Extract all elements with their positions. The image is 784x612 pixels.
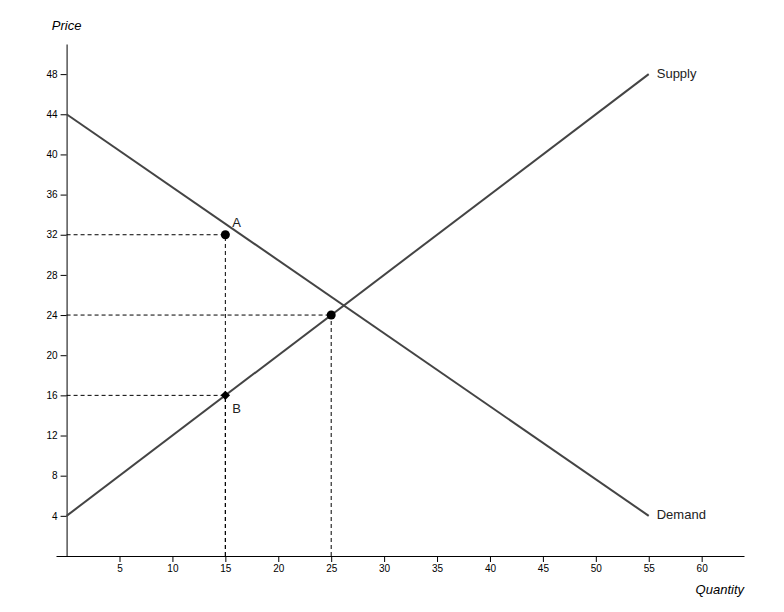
point-marker <box>221 230 230 239</box>
x-tick: 15 <box>220 556 232 574</box>
y-tick: 16 <box>46 390 66 401</box>
x-tick-mark <box>384 556 385 562</box>
x-tick-mark <box>596 556 597 562</box>
y-tick-label: 32 <box>46 229 58 240</box>
y-tick-mark <box>61 114 67 115</box>
x-tick-mark <box>331 556 332 562</box>
x-tick: 10 <box>167 556 179 574</box>
y-tick-mark <box>61 315 67 316</box>
y-axis-line <box>67 45 68 557</box>
x-tick-label: 5 <box>117 563 123 574</box>
x-tick: 25 <box>326 556 338 574</box>
x-tick-mark <box>120 556 121 562</box>
series-line <box>67 114 649 516</box>
y-tick-mark <box>61 275 67 276</box>
point-label: B <box>232 401 241 416</box>
y-tick-mark <box>61 195 67 196</box>
x-tick: 45 <box>538 556 550 574</box>
guide-horizontal <box>67 315 332 316</box>
x-tick-mark <box>172 556 173 562</box>
plot-area <box>67 74 649 556</box>
y-tick-label: 16 <box>46 390 58 401</box>
x-tick-label: 30 <box>379 563 391 574</box>
x-tick-label: 50 <box>591 563 603 574</box>
x-axis-line <box>57 556 745 557</box>
x-axis-title: Quantity <box>696 582 746 597</box>
x-tick-label: 55 <box>644 563 656 574</box>
x-tick-mark <box>437 556 438 562</box>
y-tick-label: 36 <box>46 189 58 200</box>
y-tick-mark <box>61 355 67 356</box>
y-tick-mark <box>61 154 67 155</box>
x-tick-label: 20 <box>273 563 285 574</box>
x-tick: 55 <box>644 556 656 574</box>
guide-vertical <box>225 395 226 556</box>
y-tick-mark <box>61 74 67 75</box>
x-tick: 60 <box>697 556 709 574</box>
guide-vertical <box>331 315 332 556</box>
y-tick: 44 <box>46 109 66 120</box>
y-tick: 8 <box>52 470 67 481</box>
y-tick: 40 <box>46 149 66 160</box>
x-axis: 5 10 15 20 25 30 35 40 45 50 55 60 <box>57 556 745 574</box>
x-tick-label: 35 <box>432 563 444 574</box>
point-marker <box>327 311 336 320</box>
chart: 5101520253035404550556048121620242832364… <box>0 0 784 612</box>
series-line <box>67 74 649 516</box>
y-tick-label: 24 <box>46 310 58 321</box>
y-tick: 28 <box>46 270 66 281</box>
x-tick-label: 45 <box>538 563 550 574</box>
x-tick-label: 10 <box>167 563 179 574</box>
x-tick: 35 <box>432 556 444 574</box>
series-label: Demand <box>657 507 706 522</box>
y-tick: 4 <box>52 511 67 522</box>
series-label: Supply <box>657 66 697 81</box>
point-label: A <box>232 215 241 230</box>
y-axis-title: Price <box>52 18 82 33</box>
y-tick-mark <box>61 436 67 437</box>
y-tick-mark <box>61 516 67 517</box>
x-tick: 40 <box>485 556 497 574</box>
y-tick-label: 20 <box>46 350 58 361</box>
x-tick: 30 <box>379 556 391 574</box>
y-tick-label: 44 <box>46 109 58 120</box>
x-tick: 20 <box>273 556 285 574</box>
guide-horizontal <box>67 395 226 396</box>
x-tick-mark <box>702 556 703 562</box>
guide-horizontal <box>67 234 226 235</box>
y-tick-label: 12 <box>46 430 58 441</box>
point-marker <box>221 391 230 400</box>
x-tick-mark <box>490 556 491 562</box>
y-tick: 12 <box>46 430 66 441</box>
y-tick-mark <box>61 476 67 477</box>
x-tick-label: 15 <box>220 563 232 574</box>
y-tick: 20 <box>46 350 66 361</box>
x-tick-mark <box>543 556 544 562</box>
x-tick-mark <box>278 556 279 562</box>
y-tick-label: 4 <box>52 511 58 522</box>
x-tick-label: 60 <box>697 563 709 574</box>
y-tick-label: 8 <box>52 470 58 481</box>
y-tick: 32 <box>46 229 66 240</box>
x-tick: 50 <box>591 556 603 574</box>
y-tick: 48 <box>46 69 66 80</box>
y-tick-label: 28 <box>46 270 58 281</box>
y-tick-label: 40 <box>46 149 58 160</box>
labels: Supply Demand A B <box>232 66 706 523</box>
x-tick-label: 40 <box>485 563 497 574</box>
x-tick-mark <box>649 556 650 562</box>
y-tick: 24 <box>46 310 66 321</box>
x-tick: 5 <box>117 556 123 574</box>
y-tick-mark <box>61 235 67 236</box>
y-tick-label: 48 <box>46 69 58 80</box>
x-tick-mark <box>225 556 226 562</box>
y-tick-mark <box>61 395 67 396</box>
y-axis: 4812162024283236404448 <box>46 45 67 557</box>
x-tick-label: 25 <box>326 563 338 574</box>
y-tick: 36 <box>46 189 66 200</box>
